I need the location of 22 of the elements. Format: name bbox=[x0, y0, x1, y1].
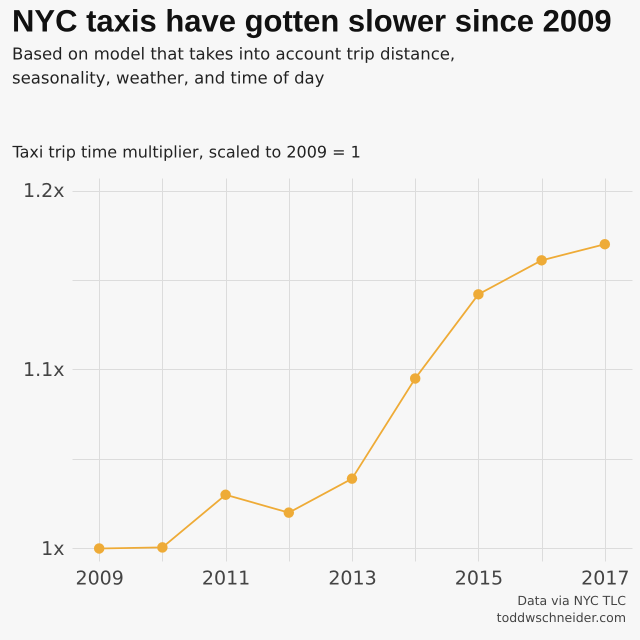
point bbox=[536, 255, 547, 266]
point bbox=[94, 543, 104, 554]
x-tick-label: 2013 bbox=[328, 568, 377, 590]
text: toddwschneider.com bbox=[496, 609, 626, 626]
y-tick-label: 1.2x bbox=[23, 180, 64, 202]
x-tick-label: 2017 bbox=[581, 568, 630, 590]
point bbox=[284, 507, 294, 518]
x-tick-label: 2009 bbox=[76, 568, 124, 590]
x-tick-label: 2015 bbox=[454, 568, 504, 590]
point bbox=[410, 373, 420, 384]
chart-subtitle: Based on model that takes into account trip distance, seasonality, weather, and time of day bbox=[12, 44, 456, 88]
point bbox=[157, 542, 168, 553]
point bbox=[473, 289, 484, 300]
x-tick-label: 2011 bbox=[202, 568, 250, 590]
point bbox=[346, 473, 358, 484]
point bbox=[600, 238, 610, 250]
text: Data via NYC TLC bbox=[516, 592, 626, 609]
point bbox=[220, 490, 231, 500]
y-axis-title: Taxi trip time multiplier, scaled to 2009 = 1 bbox=[12, 142, 361, 162]
chart-title: NYC taxis have gotten slower since 2009 bbox=[12, 4, 612, 38]
y-tick-label: 1x bbox=[41, 538, 64, 560]
y-tick-label: 1.1x bbox=[23, 359, 64, 381]
